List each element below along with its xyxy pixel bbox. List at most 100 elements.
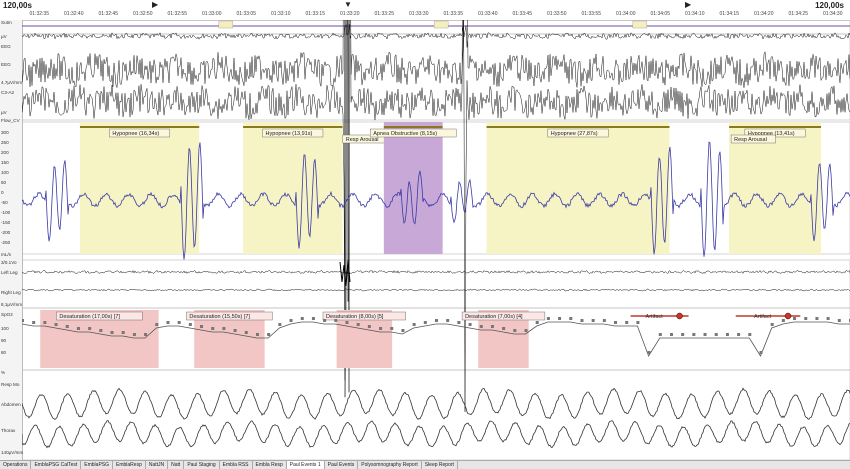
spo2-point — [513, 329, 517, 332]
channel-label: µV — [1, 34, 7, 39]
artifact-marker-icon[interactable] — [784, 312, 792, 320]
spo2-point — [132, 333, 136, 336]
spo2-point — [65, 325, 69, 328]
time-tick: 01:33:00 — [202, 11, 222, 17]
spo2-point — [300, 317, 304, 320]
channel-label: 250 — [1, 140, 9, 145]
spo2-trace — [22, 321, 850, 357]
scale-left[interactable]: 120,00s — [3, 1, 32, 10]
spo2-point — [737, 333, 741, 336]
time-tick: 01:33:55 — [581, 11, 601, 17]
channel-label: 0 — [1, 190, 4, 195]
event-label-box — [730, 134, 776, 144]
spo2-point — [725, 333, 729, 336]
artifact-marker-icon[interactable] — [676, 312, 683, 320]
sem-marker[interactable] — [218, 20, 234, 29]
nav-left-icon[interactable]: ▶ — [152, 0, 159, 9]
artifact-label[interactable]: Artifact — [754, 314, 772, 320]
panel-border — [22, 369, 850, 460]
spo2-point — [602, 319, 606, 322]
spo2-point — [412, 323, 416, 326]
time-tick: 01:34:00 — [616, 11, 636, 17]
tab-polysomnography-report[interactable]: Polysomnography Report — [358, 461, 422, 469]
tab-emblapsg-caltest[interactable]: EmblaPSG CalTest — [31, 461, 82, 469]
desat-label[interactable]: Desaturation (15,50s) [7] — [189, 314, 250, 320]
event-label[interactable]: Hypopnee (16,34s) — [112, 131, 159, 137]
channel-label: C3-A2 — [1, 90, 15, 95]
scale-right[interactable]: 120,00s — [815, 1, 844, 10]
desat-label[interactable]: Desaturation (8,00s) [5] — [326, 314, 384, 320]
artifact-label[interactable]: Artifact — [646, 314, 664, 320]
event-label[interactable]: Hypopnee (13,91s) — [266, 131, 313, 137]
channel-label: -50 — [1, 200, 8, 205]
time-tick: 01:34:15 — [719, 11, 739, 17]
time-tick: 01:32:50 — [133, 11, 153, 17]
tab-paul-staging[interactable]: Paul Staging — [184, 461, 220, 469]
channel-label: 8,1µV/mm — [1, 302, 23, 307]
spo2-point — [22, 319, 24, 322]
event-label[interactable]: Hypopnee (13,41s) — [748, 131, 795, 137]
sem-marker[interactable] — [433, 20, 449, 29]
tab-emblapsg[interactable]: EmblaPSG — [81, 461, 113, 469]
spo2-point — [177, 321, 181, 324]
hypopnea-region[interactable] — [729, 122, 822, 254]
event-label[interactable]: Hypopnee (27,87s) — [551, 131, 598, 137]
apnea-region[interactable] — [383, 122, 443, 254]
time-tick: 01:33:15 — [305, 11, 325, 17]
desat-label[interactable]: Desaturation (17,00s) [7] — [59, 314, 120, 320]
spo2-point — [222, 327, 226, 330]
flow-trace — [22, 141, 850, 260]
spo2-point — [54, 323, 58, 326]
tab-paul-events-1[interactable]: Paul Events 1 — [286, 461, 325, 469]
channel-label: 3/0.1Vo — [1, 260, 17, 265]
time-bar: 120,00s ▶ ▼ ▶ 120,00s 01:32:35 01:32:40 01… — [0, 0, 850, 21]
spo2-point — [524, 329, 528, 332]
event-label[interactable]: Resp Arousal — [734, 137, 767, 143]
channel-label: EEG — [1, 62, 11, 67]
channel-label: -150 — [1, 220, 11, 225]
spo2-point — [255, 333, 259, 336]
event-label[interactable]: Resp Arousal — [346, 137, 379, 143]
time-tick: 01:33:40 — [478, 11, 498, 17]
event-label-box — [370, 128, 457, 138]
spo2-point — [546, 317, 550, 320]
spo2-point — [703, 333, 707, 336]
spo2-point — [311, 317, 315, 320]
hypopnea-region[interactable] — [243, 122, 343, 254]
signal-plot[interactable]: Hypopnee (16,34s) Hypopnee (13,91s) Resp A… — [22, 20, 850, 460]
tab-nattjn[interactable]: NattJN — [146, 461, 169, 469]
time-tick: 01:33:20 — [340, 11, 360, 17]
tab-operations[interactable]: Operations — [0, 461, 32, 469]
spo2-point — [76, 327, 80, 330]
panel-border — [22, 259, 850, 309]
spo2-point — [211, 327, 215, 330]
nav-center-icon[interactable]: ▼ — [344, 0, 352, 9]
tab-embla-resp[interactable]: Embla Resp — [253, 461, 287, 469]
channel-labels: Sutm µV EEG EEG 4,7µV/mm C3-A2 µV Flow_CV 300 250… — [0, 20, 23, 460]
hypopnea-region[interactable] — [486, 122, 670, 254]
spo2-point — [289, 319, 293, 322]
tab-emblaresp[interactable]: EmblaResp — [113, 461, 146, 469]
sem-marker[interactable] — [632, 20, 648, 29]
tab-natt[interactable]: Natt — [168, 461, 185, 469]
nav-right-icon[interactable]: ▶ — [685, 0, 692, 9]
event-label[interactable]: Apnea Obstructive (8,15s) — [373, 131, 437, 137]
channel-label: 4,7µV/mm — [1, 80, 23, 85]
channel-label: Thorax — [1, 428, 16, 433]
spo2-point — [32, 321, 36, 324]
spo2-point — [267, 333, 271, 336]
spo2-point — [580, 319, 584, 322]
spo2-point — [692, 333, 696, 336]
tab-sleep-report[interactable]: Sleep Report — [422, 461, 458, 469]
spo2-point — [110, 331, 114, 334]
tab-paul-events[interactable]: Paul Events — [325, 461, 359, 469]
time-tick: 01:32:45 — [98, 11, 118, 17]
hypopnea-region[interactable] — [79, 122, 200, 254]
tab-embla-rss[interactable]: Embla RSS — [220, 461, 253, 469]
spo2-point — [379, 327, 383, 330]
desat-label[interactable]: Desaturation (7,00s) [4] — [465, 314, 523, 320]
channel-label: -250 — [1, 240, 11, 245]
channel-label: Right Leg — [1, 290, 21, 295]
time-tick: 01:32:55 — [167, 11, 187, 17]
